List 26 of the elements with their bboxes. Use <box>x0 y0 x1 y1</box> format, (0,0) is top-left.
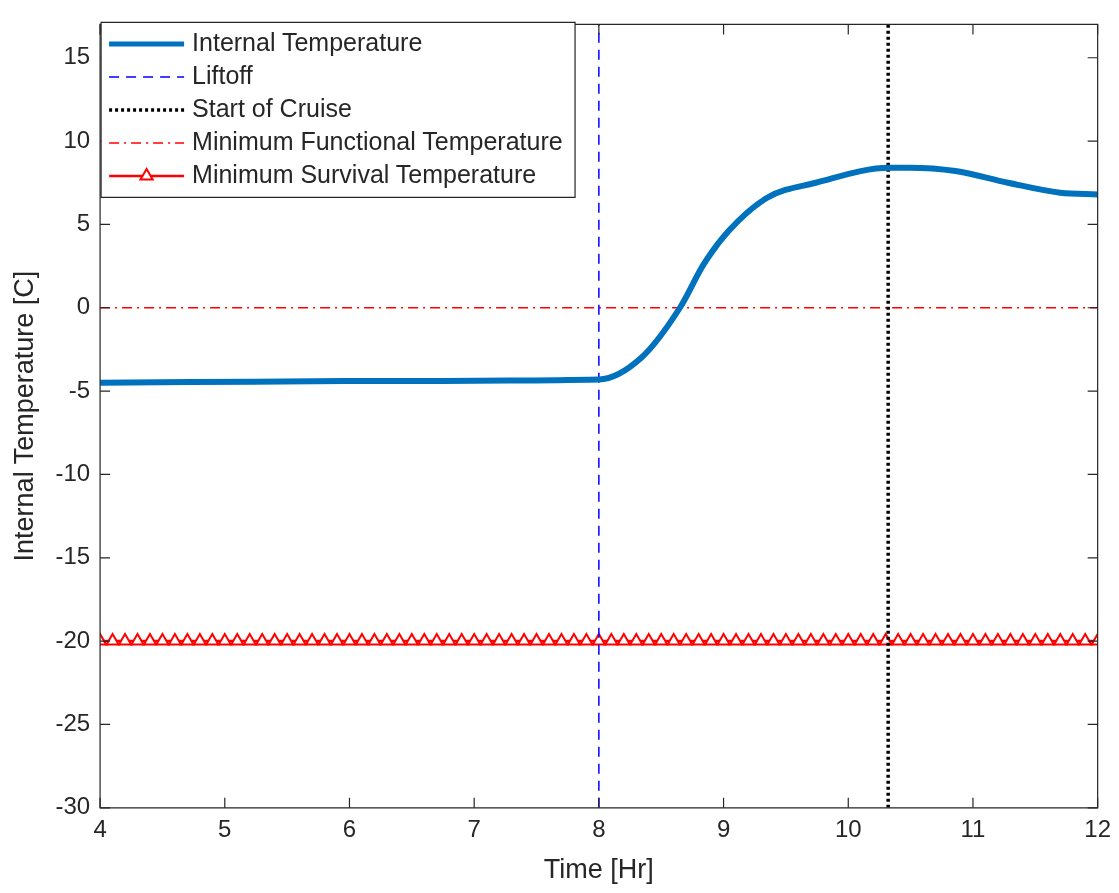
y-tick-label: 10 <box>63 125 91 153</box>
y-tick-label: -30 <box>55 792 91 820</box>
legend-label: Minimum Functional Temperature <box>192 126 563 155</box>
x-tick-label: 12 <box>1084 814 1111 842</box>
x-tick-label: 11 <box>960 814 986 842</box>
x-tick-label: 5 <box>218 814 232 842</box>
legend-label: Start of Cruise <box>192 93 352 122</box>
y-tick-label: 5 <box>76 209 91 237</box>
x-tick-label: 7 <box>467 814 481 842</box>
y-tick-label: -20 <box>55 625 91 653</box>
y-tick-label: 0 <box>76 292 91 320</box>
y-tick-label: -5 <box>68 375 91 403</box>
y-tick-label: -25 <box>55 709 91 737</box>
x-tick-label: 6 <box>342 814 357 842</box>
y-axis-title: Internal Temperature [C] <box>8 270 39 562</box>
legend-label: Minimum Survival Temperature <box>192 159 537 188</box>
y-tick-label: 15 <box>63 42 91 70</box>
legend-label: Liftoff <box>192 60 253 89</box>
x-tick-label: 8 <box>592 814 606 842</box>
y-tick-label: -10 <box>55 459 91 487</box>
y-tick-label: -15 <box>55 542 91 570</box>
x-axis-title: Time [Hr] <box>543 854 654 885</box>
legend-label: Internal Temperature <box>192 27 423 56</box>
x-tick-label: 9 <box>716 814 731 842</box>
x-tick-label: 10 <box>834 814 862 842</box>
x-tick-label: 4 <box>93 814 107 842</box>
